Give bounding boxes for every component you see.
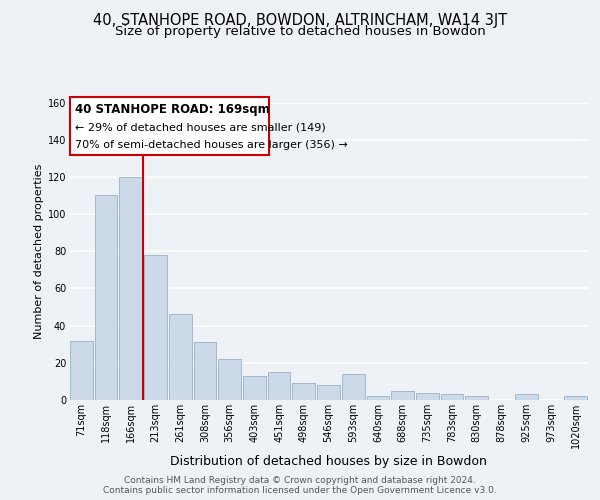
Text: Contains public sector information licensed under the Open Government Licence v3: Contains public sector information licen… [103,486,497,495]
Bar [317,385,340,400]
Bar [119,177,142,400]
Text: 70% of semi-detached houses are larger (356) →: 70% of semi-detached houses are larger (… [75,140,348,149]
Bar [70,340,93,400]
Text: 40 STANHOPE ROAD: 169sqm: 40 STANHOPE ROAD: 169sqm [75,102,270,116]
Bar [194,342,216,400]
Bar [144,255,167,400]
Bar [292,384,315,400]
Text: Size of property relative to detached houses in Bowdon: Size of property relative to detached ho… [115,25,485,38]
Bar [564,396,587,400]
Bar [218,359,241,400]
Text: Contains HM Land Registry data © Crown copyright and database right 2024.: Contains HM Land Registry data © Crown c… [124,476,476,485]
Bar [367,396,389,400]
Bar [342,374,365,400]
Bar [95,196,118,400]
Bar [391,390,414,400]
Bar [268,372,290,400]
Bar [466,396,488,400]
FancyBboxPatch shape [70,97,269,154]
X-axis label: Distribution of detached houses by size in Bowdon: Distribution of detached houses by size … [170,455,487,468]
Bar [441,394,463,400]
Bar [243,376,266,400]
Y-axis label: Number of detached properties: Number of detached properties [34,164,44,339]
Text: 40, STANHOPE ROAD, BOWDON, ALTRINCHAM, WA14 3JT: 40, STANHOPE ROAD, BOWDON, ALTRINCHAM, W… [93,12,507,28]
Bar [515,394,538,400]
Text: ← 29% of detached houses are smaller (149): ← 29% of detached houses are smaller (14… [75,122,326,132]
Bar [169,314,191,400]
Bar [416,392,439,400]
